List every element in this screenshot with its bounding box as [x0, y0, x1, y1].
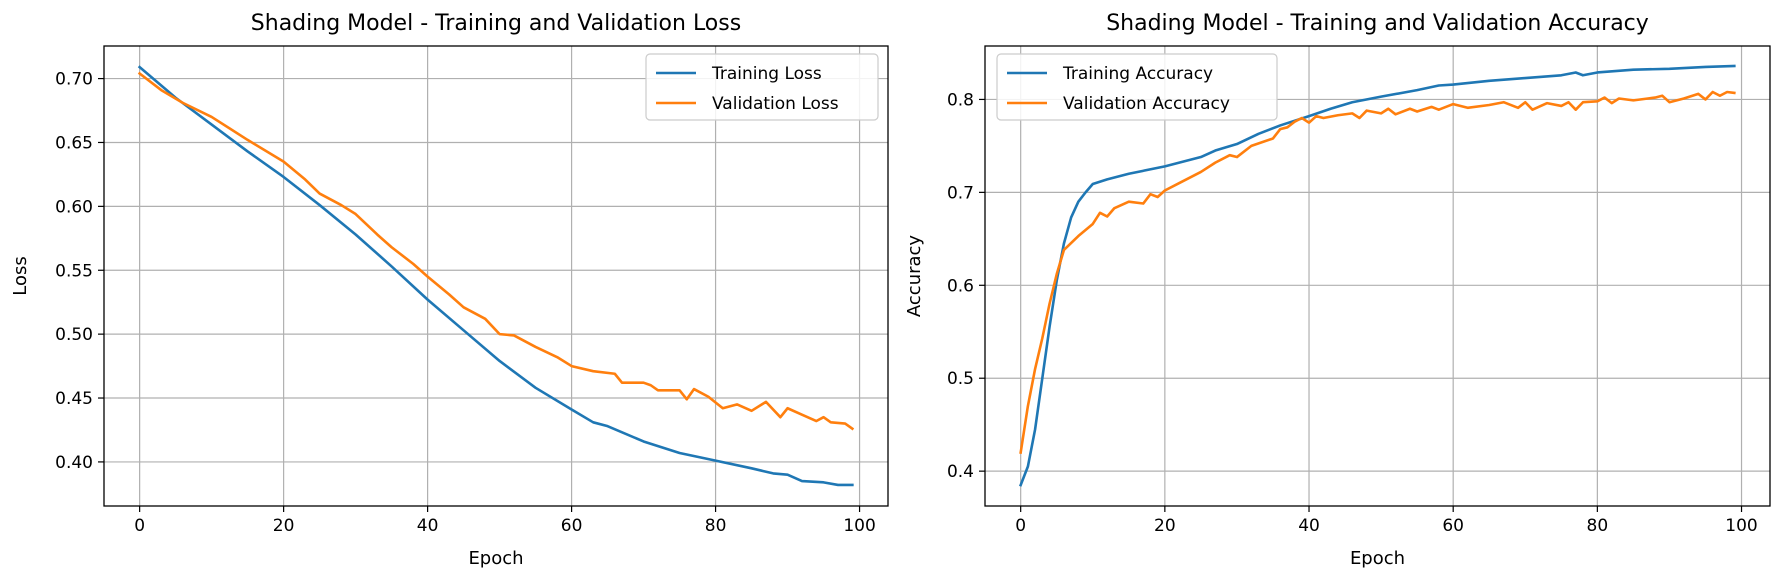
series-line-training-loss — [137, 65, 854, 487]
y-tick-label: 0.65 — [55, 133, 93, 153]
legend-label: Validation Loss — [712, 94, 839, 114]
y-tick-label: 0.70 — [55, 70, 93, 90]
x-tick-label: 0 — [1015, 516, 1026, 536]
plot-frame — [984, 45, 1771, 507]
y-tick-label: 0.60 — [55, 197, 93, 217]
y-tick-label: 0.50 — [55, 325, 93, 345]
x-tick-label: 80 — [1587, 516, 1609, 536]
chart-title: Shading Model - Training and Validation … — [251, 11, 741, 36]
y-tick-label: 0.6 — [947, 276, 974, 296]
x-axis-label: Epoch — [468, 548, 523, 569]
series-line-validation-loss — [137, 71, 855, 431]
legend-box — [996, 53, 1278, 121]
y-tick-label: 0.55 — [55, 261, 93, 281]
y-tick-label: 0.4 — [947, 462, 974, 482]
y-axis-label: Loss — [10, 256, 31, 295]
x-tick-label: 80 — [705, 516, 727, 536]
y-tick-label: 0.7 — [947, 183, 974, 203]
legend: Training Loss Validation Loss — [645, 53, 879, 121]
legend: Training Accuracy Validation Accuracy — [996, 53, 1278, 121]
plot-frame — [103, 45, 889, 507]
legend-label: Training Loss — [711, 64, 822, 84]
x-tick-label: 20 — [273, 516, 295, 536]
loss-chart-panel: 0 20 40 60 80 100 0.40 0.45 0.50 0.55 0.60 0.65 0.70… — [10, 11, 889, 569]
x-axis-label: Epoch — [1350, 548, 1405, 569]
legend-box — [645, 53, 879, 121]
x-tick-label: 40 — [1298, 516, 1320, 536]
y-tick-label: 0.8 — [947, 90, 974, 110]
x-tick-label: 60 — [1442, 516, 1464, 536]
x-tick-label: 100 — [1725, 516, 1757, 536]
series-line-training-accuracy — [1018, 64, 1736, 487]
x-tick-label: 100 — [843, 516, 875, 536]
y-tick-label: 0.45 — [55, 389, 93, 409]
y-axis-label: Accuracy — [904, 235, 925, 318]
series-line-validation-accuracy — [1019, 90, 1736, 455]
x-tick-label: 20 — [1154, 516, 1176, 536]
x-tick-label: 60 — [561, 516, 583, 536]
accuracy-chart-panel: 0 20 40 60 80 100 0.4 0.5 0.6 0.7 0.8 Shading Model… — [904, 11, 1771, 569]
x-tick-label: 0 — [134, 516, 145, 536]
x-tick-label: 40 — [417, 516, 439, 536]
legend-label: Training Accuracy — [1062, 64, 1213, 84]
chart-title: Shading Model - Training and Validation … — [1106, 11, 1649, 36]
legend-label: Validation Accuracy — [1063, 94, 1230, 114]
y-tick-label: 0.5 — [947, 369, 974, 389]
y-tick-label: 0.40 — [55, 453, 93, 473]
